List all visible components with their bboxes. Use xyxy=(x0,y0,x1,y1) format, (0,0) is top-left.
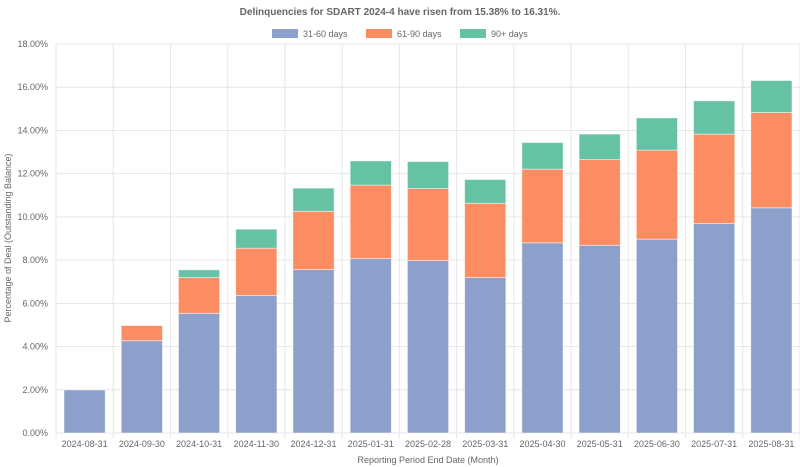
bar-31-60-days-2025-04-30 xyxy=(521,242,564,434)
bar-31-60-days-2025-06-30 xyxy=(635,238,678,434)
y-tick-label: 14.00% xyxy=(17,125,48,135)
y-tick-label: 2.00% xyxy=(22,385,48,395)
bar-31-60-days-2025-08-31 xyxy=(750,207,793,434)
legend-swatch xyxy=(460,29,486,38)
x-tick-label: 2025-03-31 xyxy=(462,439,508,449)
legend-item-61-90-days[interactable]: 61-90 days xyxy=(366,29,442,39)
bar-61-90-days-2025-04-30 xyxy=(521,168,564,244)
x-tick-label: 2024-12-31 xyxy=(291,439,337,449)
bar-61-90-days-2024-09-30 xyxy=(120,325,163,342)
bar-61-90-days-2025-07-31 xyxy=(693,133,736,224)
y-tick-label: 10.00% xyxy=(17,212,48,222)
bar-90-days-2025-06-30 xyxy=(635,117,678,151)
bar-90-days-2025-01-31 xyxy=(349,160,392,186)
bar-90-days-2025-04-30 xyxy=(521,142,564,170)
bar-90-days-2025-02-28 xyxy=(406,161,450,189)
bar-90-days-2025-05-31 xyxy=(578,133,621,161)
x-tick-label: 2024-11-30 xyxy=(234,439,279,449)
y-tick-label: 6.00% xyxy=(22,298,48,308)
x-tick-label: 2025-06-30 xyxy=(634,439,680,449)
y-tick-label: 12.00% xyxy=(17,169,48,179)
legend-label: 61-90 days xyxy=(397,29,442,39)
bar-90-days-2025-03-31 xyxy=(464,179,507,204)
bar-90-days-2025-08-31 xyxy=(750,80,793,113)
x-axis: 2024-08-31 2024-09-30 2024-10-31 2024-11-30… xyxy=(62,439,795,449)
y-tick-label: 18.00% xyxy=(17,39,48,49)
x-tick-label: 2025-04-30 xyxy=(519,439,565,449)
y-tick-label: 0.00% xyxy=(22,428,48,438)
x-tick-label: 2025-08-31 xyxy=(748,439,794,449)
bar-90-days-2024-11-30 xyxy=(235,228,278,249)
legend-label: 90+ days xyxy=(491,29,528,39)
y-tick-label: 16.00% xyxy=(17,82,48,92)
bar-31-60-days-2024-11-30 xyxy=(235,295,278,434)
grid xyxy=(55,43,800,438)
x-tick-label: 2024-08-31 xyxy=(62,439,108,449)
x-tick-label: 2024-09-30 xyxy=(119,439,165,449)
bar-31-60-days-2024-08-31 xyxy=(63,389,106,434)
legend-item-31-60-days[interactable]: 31-60 days xyxy=(272,29,348,39)
bar-61-90-days-2025-08-31 xyxy=(750,112,793,209)
bar-31-60-days-2024-12-31 xyxy=(292,269,335,434)
bars xyxy=(63,80,793,434)
legend-swatch xyxy=(366,29,392,38)
bar-61-90-days-2024-12-31 xyxy=(292,210,335,271)
bar-61-90-days-2024-10-31 xyxy=(178,277,221,314)
bar-90-days-2024-12-31 xyxy=(292,187,335,212)
bar-90-days-2025-07-31 xyxy=(693,100,736,135)
bar-61-90-days-2024-11-30 xyxy=(235,247,278,296)
bar-31-60-days-2024-09-30 xyxy=(120,340,163,434)
x-tick-label: 2024-10-31 xyxy=(176,439,222,449)
x-tick-label: 2025-05-31 xyxy=(577,439,623,449)
bar-61-90-days-2025-01-31 xyxy=(349,184,392,259)
x-tick-label: 2025-01-31 xyxy=(348,439,394,449)
legend-swatch xyxy=(272,29,298,38)
bar-31-60-days-2025-05-31 xyxy=(578,244,621,434)
bar-61-90-days-2025-02-28 xyxy=(406,188,450,261)
y-axis: 0.00% 2.00% 4.00% 6.00% 8.00% 10.00% 12.00% 14.… xyxy=(17,39,48,438)
x-axis-label: Reporting Period End Date (Month) xyxy=(357,455,498,465)
x-tick-label: 2025-07-31 xyxy=(691,439,737,449)
bar-31-60-days-2025-01-31 xyxy=(349,258,392,434)
y-tick-label: 4.00% xyxy=(22,342,48,352)
bar-31-60-days-2025-07-31 xyxy=(693,223,736,434)
x-tick-label: 2025-02-28 xyxy=(405,439,451,449)
bar-61-90-days-2025-03-31 xyxy=(464,202,507,279)
chart-title: Delinquencies for SDART 2024-4 have rise… xyxy=(240,7,561,18)
legend-item-90-days[interactable]: 90+ days xyxy=(460,29,528,39)
bar-61-90-days-2025-05-31 xyxy=(578,159,621,246)
bar-31-60-days-2025-03-31 xyxy=(464,277,507,434)
y-tick-label: 8.00% xyxy=(22,255,48,265)
bar-61-90-days-2025-06-30 xyxy=(635,149,678,240)
legend-label: 31-60 days xyxy=(303,29,348,39)
bar-90-days-2024-10-31 xyxy=(178,269,221,279)
bar-31-60-days-2025-02-28 xyxy=(406,260,450,434)
bar-31-60-days-2024-10-31 xyxy=(178,312,221,434)
y-axis-label: Percentage of Deal (Outstanding Balance) xyxy=(3,153,13,322)
legend: 31-60 days 61-90 days 90+ days xyxy=(272,29,528,39)
